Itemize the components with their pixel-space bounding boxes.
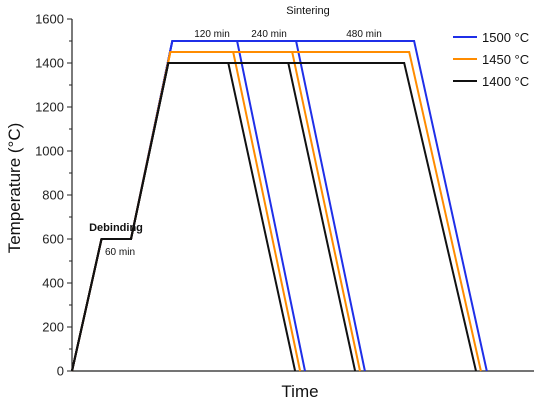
y-tick-label: 1600	[35, 12, 64, 27]
x-axis-title: Time	[281, 382, 318, 401]
legend-label: 1400 °C	[482, 74, 529, 89]
series-3-profile-2	[71, 62, 357, 372]
series-3	[71, 62, 477, 372]
series-1-profile-1	[71, 40, 306, 372]
series-2-profile-2	[71, 51, 361, 372]
y-tick-label: 600	[42, 232, 64, 247]
legend-label: 1450 °C	[482, 52, 529, 67]
series-3-profile-3	[71, 62, 477, 372]
y-tick-label: 200	[42, 320, 64, 335]
axes: 0 200 400 600 800 1000 1200 1400 1600	[35, 12, 534, 379]
annotation-hold-2: 240 min	[251, 29, 287, 40]
annotation-sintering: Sintering	[286, 5, 329, 17]
legend-label: 1500 °C	[482, 30, 529, 45]
y-axis-title: Temperature (°C)	[5, 123, 24, 254]
annotation-debinding: Debinding	[89, 222, 143, 234]
annotations: Sintering 120 min 240 min 480 min Debind…	[89, 5, 382, 258]
annotation-hold-3: 480 min	[346, 29, 382, 40]
series-3-profile-1	[71, 62, 297, 372]
series-1-profile-3	[71, 40, 488, 372]
series-2-profile-1	[71, 51, 302, 372]
y-tick-label: 0	[57, 364, 64, 379]
y-tick-label: 1200	[35, 100, 64, 115]
series-group	[71, 40, 488, 372]
y-tick-label: 1000	[35, 144, 64, 159]
y-tick-label: 800	[42, 188, 64, 203]
series-1	[71, 40, 488, 372]
series-1-profile-2	[71, 40, 366, 372]
annotation-hold-1: 120 min	[194, 29, 230, 40]
y-tick-label: 1400	[35, 56, 64, 71]
legend: 1500 °C 1450 °C 1400 °C	[453, 30, 529, 89]
series-2-profile-3	[71, 51, 482, 372]
y-tick-label: 400	[42, 276, 64, 291]
y-ticks: 0 200 400 600 800 1000 1200 1400 1600	[35, 12, 72, 379]
series-2	[71, 51, 482, 372]
annotation-debinding-time: 60 min	[105, 247, 135, 258]
